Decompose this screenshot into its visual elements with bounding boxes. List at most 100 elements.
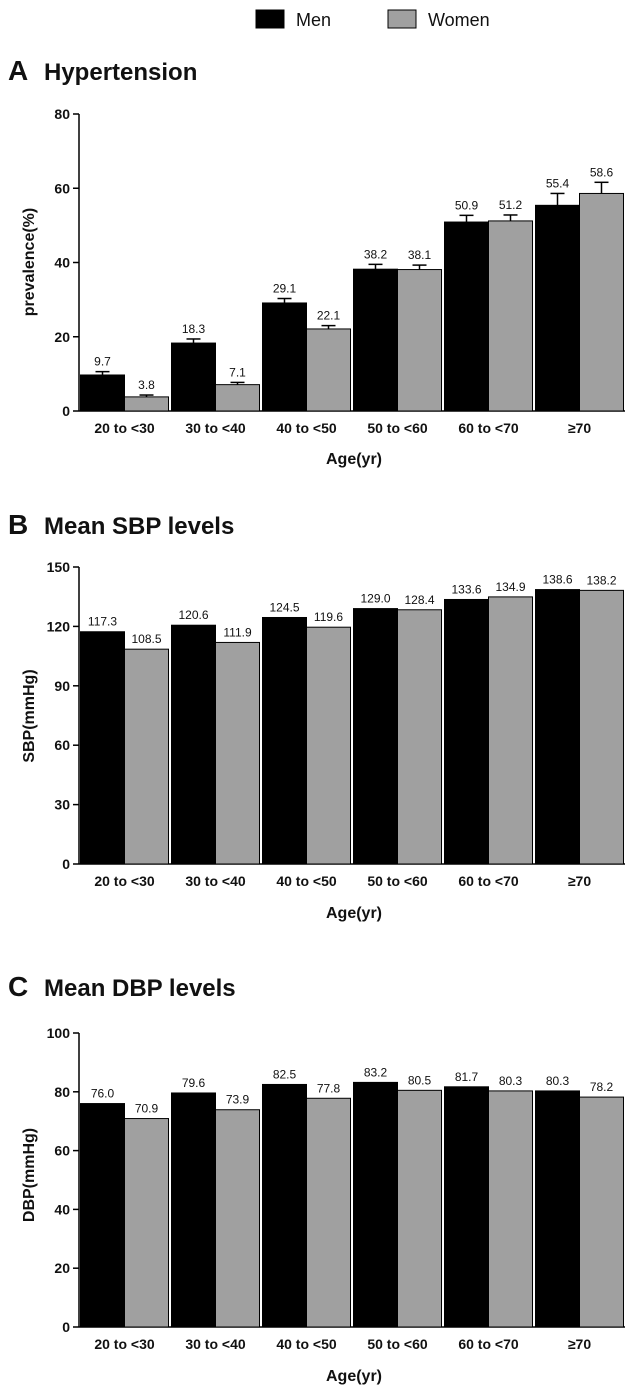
legend-label-men: Men (296, 10, 331, 30)
panel-c-mean-dbp: C Mean DBP levels DBP(mmHg) Age(yr) 0 20 4… (8, 971, 625, 1385)
panel-b-data-label-women: 119.6 (314, 610, 343, 624)
panel-c-bar-women (306, 1097, 351, 1328)
panel-b-y-tick-label: 60 (54, 737, 70, 753)
panel-a-y-tick-label: 60 (54, 180, 70, 196)
panel-c-data-label-men: 76.0 (91, 1087, 115, 1101)
panel-b-x-axis-label: Age(yr) (326, 905, 382, 922)
panel-c-bar-men (171, 1092, 216, 1328)
panel-a-y-tick-label: 80 (54, 106, 70, 122)
panel-b-data-label-women: 108.5 (131, 632, 161, 646)
panel-b-bar-women (397, 609, 442, 865)
panel-b-y-tick-label: 0 (62, 856, 70, 872)
panel-a-y-tick-label: 20 (54, 329, 70, 345)
panel-a-bar-men (171, 342, 216, 412)
panel-a-hypertension: A Hypertension prevalence(%) Age(yr) 0 20… (8, 55, 625, 468)
panel-b-bar-men (262, 616, 307, 865)
panel-c-bar-men (353, 1081, 398, 1328)
panel-b-category-label: 40 to <50 (276, 873, 337, 889)
panel-c-data-label-women: 70.9 (135, 1102, 159, 1116)
panel-c-bar-women (215, 1109, 260, 1328)
panel-b-category-label: 50 to <60 (367, 873, 428, 889)
panel-b-bar-women (215, 641, 260, 865)
panel-a-category-label: 50 to <60 (367, 420, 428, 436)
panel-a-y-tick-label: 0 (62, 403, 70, 419)
panel-c-data-label-women: 77.8 (317, 1081, 341, 1095)
panel-a-data-label-men: 29.1 (273, 282, 297, 296)
panel-c-y-tick-label: 20 (54, 1260, 70, 1276)
panel-c-x-axis-label: Age(yr) (326, 1368, 382, 1385)
panel-c-bar-men (444, 1086, 489, 1328)
panel-a-data-label-women: 58.6 (590, 165, 614, 179)
panel-c-category-label: 60 to <70 (458, 1336, 519, 1352)
panel-b-data-label-men: 133.6 (451, 582, 481, 596)
panel-c-category-label: 40 to <50 (276, 1336, 337, 1352)
panel-a-bar-men (535, 204, 580, 412)
panel-b-bar-men (171, 624, 216, 865)
panel-b-category-label: ≥70 (568, 873, 591, 889)
panel-b-category-label: 20 to <30 (94, 873, 155, 889)
panel-a-data-label-women: 51.2 (499, 198, 523, 212)
panel-c-category-label: 20 to <30 (94, 1336, 155, 1352)
panel-a-bar-men (80, 374, 125, 412)
panel-c-data-label-women: 78.2 (590, 1080, 614, 1094)
legend-swatch-women (387, 9, 417, 29)
panel-b-bar-men (353, 608, 398, 865)
panel-a-data-label-women: 3.8 (138, 378, 155, 392)
panel-a-data-label-men: 38.2 (364, 247, 388, 261)
panel-c-bar-men (262, 1083, 307, 1328)
panel-b-category-label: 60 to <70 (458, 873, 519, 889)
panel-b-bar-women (579, 589, 624, 865)
panel-a-bar-men (353, 268, 398, 412)
panel-c-data-label-men: 80.3 (546, 1074, 570, 1088)
panel-b-bar-men (444, 598, 489, 865)
panel-a-bar-men (444, 221, 489, 412)
panel-b-data-label-men: 124.5 (269, 600, 299, 614)
panel-a-data-label-men: 18.3 (182, 322, 206, 336)
panel-c-category-label: 50 to <60 (367, 1336, 428, 1352)
panel-c-data-label-men: 83.2 (364, 1065, 388, 1079)
panel-b-data-label-women: 128.4 (404, 593, 434, 607)
panel-b-title: Mean SBP levels (44, 513, 234, 540)
panel-b-data-label-men: 117.3 (88, 615, 117, 629)
panel-a-bar-women (397, 269, 442, 412)
panel-a-category-label: 20 to <30 (94, 420, 155, 436)
panel-a-bar-women (488, 220, 533, 412)
panel-a-bar-women (306, 328, 351, 412)
panel-b-y-axis-label: SBP(mmHg) (21, 669, 38, 762)
panel-a-bar-men (262, 302, 307, 412)
panel-a-category-label: 40 to <50 (276, 420, 337, 436)
panel-a-data-label-men: 50.9 (455, 198, 479, 212)
panel-b-category-label: 30 to <40 (185, 873, 246, 889)
panel-b-data-label-men: 120.6 (178, 608, 208, 622)
panel-b-mean-sbp: B Mean SBP levels SBP(mmHg) Age(yr) 0 30 6… (8, 509, 625, 922)
legend: Men Women (255, 9, 490, 30)
panel-c-data-label-men: 82.5 (273, 1067, 297, 1081)
panel-a-data-label-women: 38.1 (408, 248, 432, 262)
panel-c-y-tick-label: 0 (62, 1319, 70, 1335)
panel-c-letter: C (8, 971, 28, 1002)
panel-b-bar-men (535, 589, 580, 865)
panel-b-y-tick-label: 90 (54, 678, 70, 694)
panel-b-data-label-men: 129.0 (360, 592, 390, 606)
panel-b-bar-men (80, 631, 125, 865)
panel-c-bar-women (124, 1118, 169, 1328)
legend-swatch-men (255, 9, 285, 29)
panel-c-data-label-men: 79.6 (182, 1076, 206, 1090)
panel-b-bar-women (488, 596, 533, 865)
panel-c-y-tick-label: 80 (54, 1084, 70, 1100)
panel-c-bar-men (535, 1090, 580, 1328)
panel-c-y-tick-label: 100 (47, 1025, 71, 1041)
panel-c-bar-women (397, 1089, 442, 1328)
panel-b-data-label-women: 111.9 (223, 625, 252, 639)
panel-a-letter: A (8, 55, 28, 86)
panel-a-data-label-women: 7.1 (229, 365, 246, 379)
panel-b-data-label-women: 134.9 (495, 580, 525, 594)
panel-c-bar-men (80, 1103, 125, 1328)
panel-c-title: Mean DBP levels (44, 975, 236, 1002)
panel-c-data-label-women: 80.5 (408, 1073, 432, 1087)
panel-b-y-tick-label: 120 (47, 618, 71, 634)
panel-a-bar-women (124, 396, 169, 412)
panel-a-bar-women (579, 192, 624, 412)
panel-b-data-label-women: 138.2 (586, 573, 616, 587)
